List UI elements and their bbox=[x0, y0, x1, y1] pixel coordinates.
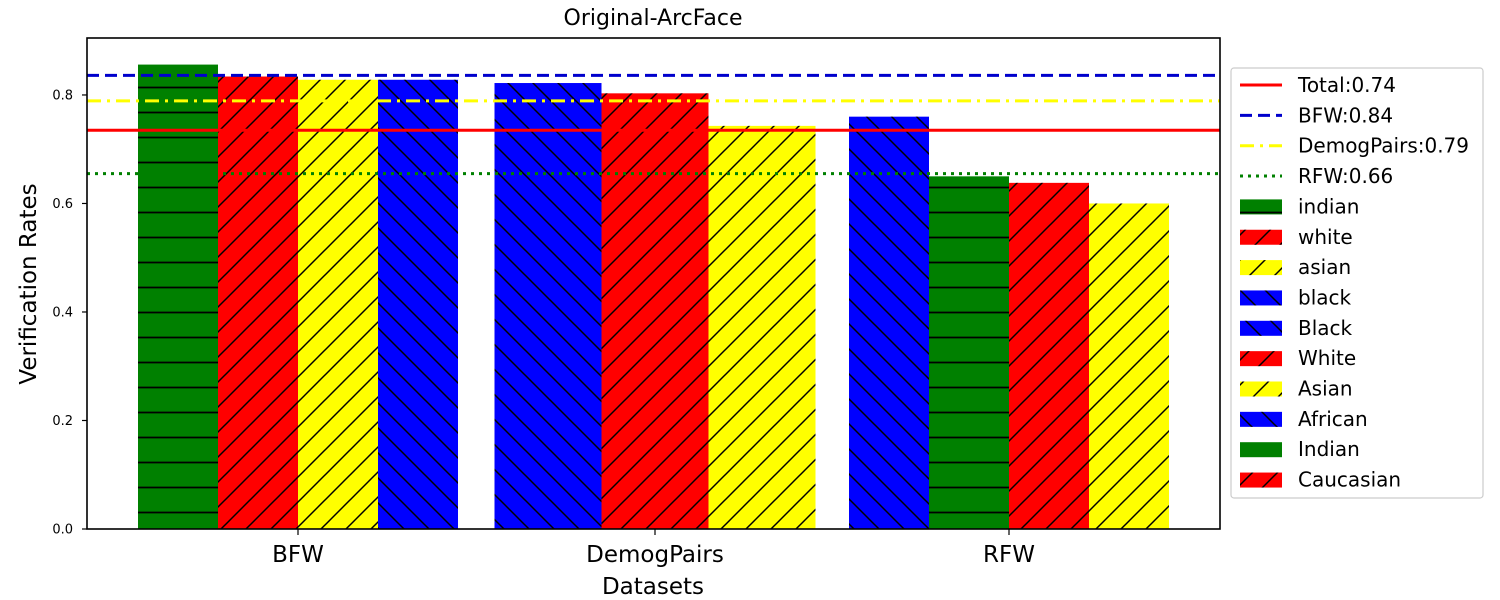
legend-entry-7-label: black bbox=[1298, 285, 1352, 309]
bar-demogpairs-white-hatch bbox=[601, 93, 709, 529]
y-tick-label: 0.6 bbox=[52, 197, 73, 212]
x-tick-label: DemogPairs bbox=[586, 542, 724, 568]
bar-rfw-asian-hatch bbox=[1089, 203, 1169, 529]
legend-entry-5-swatch-hatch bbox=[1240, 229, 1282, 245]
legend-entry-13-label: Caucasian bbox=[1298, 468, 1401, 492]
legend-entry-11-swatch-hatch bbox=[1240, 411, 1282, 427]
legend-entry-4-label: indian bbox=[1298, 194, 1359, 218]
legend-entry-10-swatch-hatch bbox=[1240, 381, 1282, 397]
legend-frame bbox=[1230, 67, 1484, 499]
legend-entry-8-swatch-hatch bbox=[1240, 320, 1282, 336]
x-axis-label: Datasets bbox=[602, 574, 704, 600]
legend-entry-6-swatch-hatch bbox=[1240, 260, 1282, 276]
legend-entry-5-label: white bbox=[1298, 225, 1353, 249]
y-tick-label: 0.0 bbox=[52, 523, 73, 538]
legend-entry-9-label: White bbox=[1298, 346, 1356, 370]
legend-entry-9-swatch-hatch bbox=[1240, 351, 1282, 367]
bars-layer bbox=[138, 64, 1169, 529]
y-axis-label: Verification Rates bbox=[16, 183, 42, 384]
legend-entry-12-label: Indian bbox=[1298, 437, 1360, 461]
legend-entry-7-swatch-hatch bbox=[1240, 290, 1282, 306]
legend-entry-8-label: Black bbox=[1298, 316, 1353, 340]
bar-bfw-black-hatch bbox=[378, 79, 458, 529]
bar-bfw-white-hatch bbox=[218, 76, 298, 529]
y-tick-label: 0.2 bbox=[52, 414, 73, 429]
plot-frame bbox=[86, 37, 1221, 530]
bar-bfw-indian-hatch bbox=[138, 64, 218, 529]
legend-entry-0-label: Total:0.74 bbox=[1297, 73, 1396, 97]
x-tick-label: RFW bbox=[983, 542, 1035, 568]
legend-entry-1-label: BFW:0.84 bbox=[1298, 103, 1393, 127]
bar-rfw-caucasian-hatch bbox=[1009, 182, 1089, 529]
x-axis: BFW DemogPairs RFW bbox=[272, 529, 1035, 568]
legend-entry-10-label: Asian bbox=[1298, 377, 1353, 401]
legend: Total:0.74 BFW:0.84 DemogPairs:0.79 RFW:0.6… bbox=[1230, 67, 1484, 499]
legend-entry-6-label: asian bbox=[1298, 255, 1351, 279]
legend-entry-12-swatch-hatch bbox=[1240, 442, 1282, 458]
bar-bfw-asian-hatch bbox=[298, 79, 378, 529]
bar-demogpairs-black-hatch bbox=[494, 83, 602, 529]
bar-rfw-indian-hatch bbox=[929, 176, 1009, 529]
legend-entry-2-label: DemogPairs:0.79 bbox=[1298, 134, 1469, 158]
bar-rfw-african-hatch bbox=[849, 116, 929, 529]
legend-entry-11-label: African bbox=[1298, 407, 1368, 431]
reference-lines-layer bbox=[87, 73, 1220, 176]
legend-entry-3-label: RFW:0.66 bbox=[1298, 164, 1393, 188]
y-tick-label: 0.4 bbox=[52, 305, 73, 320]
legend-entry-4-swatch-hatch bbox=[1240, 199, 1282, 215]
y-tick-label: 0.8 bbox=[52, 88, 73, 103]
chart-title: Original-ArcFace bbox=[564, 6, 743, 31]
legend-entry-13-swatch-hatch bbox=[1240, 472, 1282, 488]
bar-demogpairs-asian-hatch bbox=[708, 125, 816, 529]
y-axis: 0.0 0.2 0.4 0.6 0.8 bbox=[52, 88, 87, 538]
x-tick-label: BFW bbox=[272, 542, 324, 568]
